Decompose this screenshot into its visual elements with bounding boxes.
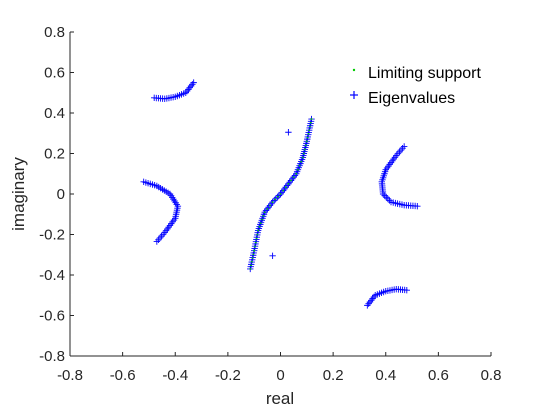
y-tick-label: -0.6	[39, 308, 65, 325]
support-point	[250, 264, 252, 267]
support-point	[254, 241, 257, 244]
support-point	[309, 125, 311, 128]
support-point	[290, 179, 292, 182]
support-point	[284, 186, 287, 189]
support-point	[263, 211, 266, 214]
support-point	[307, 133, 310, 135]
support-point	[306, 136, 309, 139]
support-point	[305, 140, 308, 143]
y-tick-label: 0.4	[44, 105, 65, 122]
x-axis-label: real	[266, 389, 294, 408]
support-point	[257, 229, 260, 232]
y-tick-label: 0	[57, 186, 65, 203]
ticks: -0.8 -0.6 -0.4 -0.2 0 0.2 0.4 0.6 0.8 -0.8 -0.6 -0.…	[39, 24, 501, 384]
y-tick-label: 0.6	[44, 65, 65, 82]
series-limiting-support	[249, 118, 313, 270]
support-point	[300, 160, 303, 163]
support-point	[302, 152, 305, 155]
support-point	[258, 225, 261, 228]
y-axis-label: imaginary	[9, 157, 28, 231]
support-point	[250, 260, 253, 263]
eigenvalue-point	[285, 129, 292, 136]
support-point	[253, 249, 256, 252]
support-point	[303, 148, 306, 151]
eigenvalue-point	[381, 192, 388, 199]
eigenvalue-point	[379, 190, 387, 198]
eigenvalue-point	[270, 197, 278, 204]
support-point	[298, 164, 301, 167]
support-point	[251, 257, 254, 259]
support-point	[271, 201, 274, 204]
support-point	[261, 218, 263, 221]
eigenvalue-point	[190, 79, 197, 86]
y-tick-label: -0.8	[39, 348, 65, 365]
support-point	[282, 189, 285, 192]
plot-area	[140, 79, 421, 309]
support-point	[297, 168, 299, 171]
support-point	[276, 195, 279, 198]
support-point	[304, 144, 307, 147]
support-point	[287, 182, 290, 185]
support-point	[255, 237, 258, 240]
eigenvalue-point	[153, 238, 161, 245]
support-point	[266, 207, 269, 210]
eigenvalue-point	[384, 195, 392, 203]
eigenvalue-point	[275, 192, 283, 199]
support-point	[295, 172, 298, 175]
eigenvalue-point	[403, 286, 410, 294]
x-tick-label: 0.4	[375, 367, 396, 384]
legend: Limiting support Eigenvalues	[350, 65, 482, 107]
x-tick-label: -0.2	[215, 367, 241, 384]
support-point	[301, 156, 304, 159]
legend-label-limiting-support: Limiting support	[368, 65, 482, 82]
support-point	[309, 121, 312, 124]
x-tick-label: 0	[276, 367, 284, 384]
eigenvalue-point	[383, 194, 390, 201]
support-point	[259, 222, 262, 225]
support-point	[252, 253, 255, 256]
eigenvalue-point	[386, 197, 393, 204]
support-point	[256, 233, 259, 236]
legend-marker-limiting-support	[352, 68, 356, 72]
support-point	[279, 193, 282, 195]
eigenvalue-point	[414, 202, 421, 210]
support-point	[292, 176, 295, 179]
y-tick-label: 0.2	[44, 146, 65, 163]
y-tick-label: 0.8	[44, 24, 65, 41]
support-point	[308, 129, 311, 132]
x-tick-label: 0.8	[481, 367, 502, 384]
legend-label-eigenvalues: Eigenvalues	[368, 90, 455, 107]
x-tick-label: 0.6	[428, 367, 449, 384]
eigenvalue-point	[269, 252, 276, 259]
y-tick-label: -0.2	[39, 227, 65, 244]
y-tick-label: -0.4	[39, 267, 65, 284]
x-tick-label: -0.4	[162, 367, 188, 384]
x-tick-label: -0.8	[57, 367, 83, 384]
x-tick-label: 0.2	[323, 367, 344, 384]
support-point	[310, 118, 313, 120]
support-point	[274, 198, 277, 201]
support-point	[254, 245, 256, 248]
x-tick-label: -0.6	[110, 367, 136, 384]
support-point	[269, 204, 271, 207]
support-point	[262, 214, 265, 217]
support-point	[249, 268, 252, 270]
